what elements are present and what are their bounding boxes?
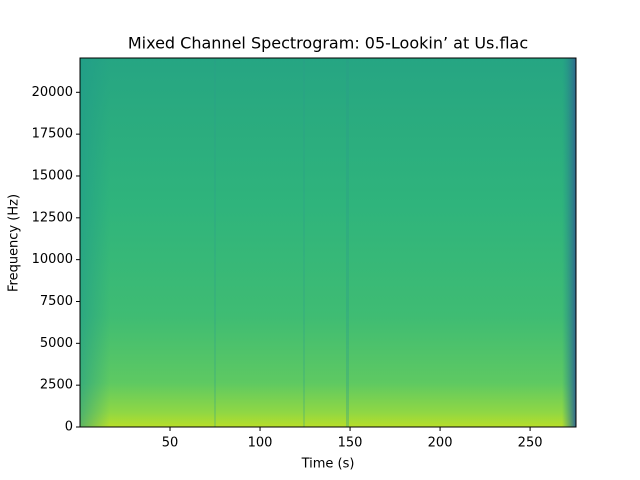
y-tick-label: 17500 (32, 127, 73, 142)
y-tick-label: 15000 (32, 168, 73, 183)
x-tick-label: 250 (518, 436, 543, 451)
y-tick-label: 0 (65, 420, 73, 435)
y-tick-label: 20000 (32, 85, 73, 100)
y-axis-label: Frequency (Hz) (7, 194, 22, 292)
chart-title: Mixed Channel Spectrogram: 05-Lookin’ at… (128, 34, 528, 53)
y-tick-label: 2500 (40, 378, 73, 393)
y-tick-label: 10000 (32, 252, 73, 267)
x-tick-label: 150 (338, 436, 363, 451)
x-axis-label: Time (s) (301, 457, 355, 472)
y-tick-label: 5000 (40, 336, 73, 351)
x-tick-label: 50 (162, 436, 179, 451)
x-tick-label: 200 (428, 436, 453, 451)
y-tick-label: 7500 (40, 294, 73, 309)
x-tick-label: 100 (248, 436, 273, 451)
spectrogram-image (80, 58, 576, 427)
y-tick-label: 12500 (32, 210, 73, 225)
plot-frame (79, 57, 577, 428)
